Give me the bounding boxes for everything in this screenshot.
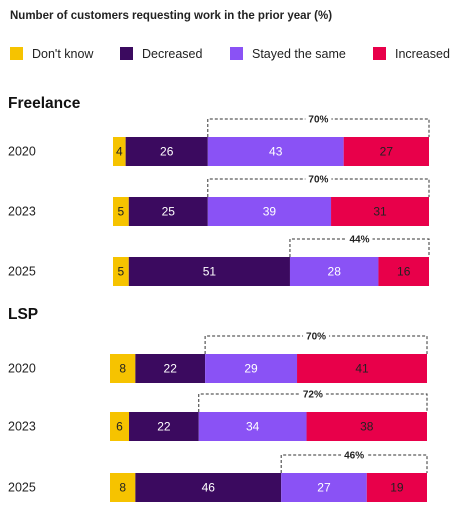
- value-label: 26: [160, 145, 174, 159]
- legend-swatch: [373, 47, 386, 60]
- value-label: 5: [118, 205, 125, 219]
- bar-row-2025: 2025 8 46 27 19 46%: [8, 448, 428, 502]
- legend-swatch: [10, 47, 23, 60]
- value-label: 29: [244, 362, 258, 376]
- value-label: 16: [397, 265, 411, 279]
- bar-row-2020: 2020 8 22 29 41 70%: [8, 329, 428, 383]
- bar-segment-don-t-know: [113, 197, 129, 226]
- bracket-label: 44%: [349, 235, 369, 246]
- year-label: 2020: [8, 362, 36, 376]
- bar-segment-decreased: [135, 354, 206, 383]
- legend-item-increased: Increased: [373, 47, 450, 61]
- legend-label: Stayed the same: [252, 47, 346, 61]
- year-label: 2023: [8, 205, 36, 219]
- bar-segment-increased: [297, 354, 427, 383]
- bar-segment-decreased: [129, 412, 199, 441]
- bracket-label: 70%: [308, 175, 328, 186]
- bar-segment-decreased: [135, 473, 282, 502]
- legend-label: Decreased: [142, 47, 202, 61]
- bar-segment-stayed-the-same: [205, 354, 298, 383]
- value-label: 5: [118, 265, 125, 279]
- bracket-label: 46%: [344, 451, 364, 462]
- bar-row-2023: 2023 5 25 39 31 70%: [8, 172, 430, 226]
- value-label: 22: [164, 362, 178, 376]
- bar-segment-increased: [378, 257, 429, 286]
- year-label: 2025: [8, 481, 36, 495]
- value-label: 27: [380, 145, 394, 159]
- bracket-label-bg: [303, 329, 330, 342]
- value-label: 31: [373, 205, 387, 219]
- year-label: 2025: [8, 265, 36, 279]
- year-label: 2023: [8, 420, 36, 434]
- bracket-label: 70%: [306, 332, 326, 343]
- legend: Don't know Decreased Stayed the same Increa…: [10, 47, 450, 61]
- bar-segment-stayed-the-same: [198, 412, 307, 441]
- value-label: 43: [269, 145, 283, 159]
- bracket-label: 72%: [303, 390, 323, 401]
- bar-segment-stayed-the-same: [289, 257, 379, 286]
- group-title: Freelance: [8, 95, 81, 112]
- bar-segment-increased: [366, 473, 427, 502]
- bracket-label-bg: [299, 387, 326, 400]
- value-label: 41: [355, 362, 369, 376]
- year-label: 2020: [8, 145, 36, 159]
- group-title: LSP: [8, 306, 38, 323]
- bar-row-2023: 2023 6 22 34 38 72%: [8, 387, 428, 441]
- value-label: 8: [119, 481, 126, 495]
- value-label: 8: [119, 362, 126, 376]
- value-label: 22: [157, 420, 171, 434]
- value-label: 6: [116, 420, 123, 434]
- value-label: 19: [390, 481, 404, 495]
- bar-segment-don-t-know: [113, 257, 129, 286]
- bar-segment-decreased: [128, 197, 208, 226]
- bracket-label: 70%: [308, 115, 328, 126]
- value-label: 46: [202, 481, 216, 495]
- bar-row-2020: 2020 4 26 43 27 70%: [8, 112, 430, 166]
- bar-segment-increased: [343, 137, 429, 166]
- bar-segment-don-t-know: [110, 473, 136, 502]
- value-label: 27: [317, 481, 331, 495]
- bar-segment-stayed-the-same: [207, 137, 344, 166]
- bracket-label-bg: [341, 448, 368, 461]
- legend-label: Don't know: [32, 47, 94, 61]
- value-label: 28: [328, 265, 342, 279]
- chart-title: Number of customers requesting work in t…: [10, 10, 332, 22]
- legend-swatch: [120, 47, 133, 60]
- bracket-label-bg: [305, 112, 332, 125]
- legend-item-don-t-know: Don't know: [10, 47, 94, 61]
- bar-segment-don-t-know: [110, 412, 130, 441]
- value-label: 34: [246, 420, 260, 434]
- value-label: 25: [162, 205, 176, 219]
- bracket-label-bg: [346, 232, 373, 245]
- bar-row-2025: 2025 5 51 28 16 44%: [8, 232, 430, 286]
- bracket-label-bg: [305, 172, 332, 185]
- legend-item-stayed-the-same: Stayed the same: [230, 47, 346, 61]
- value-label: 39: [263, 205, 277, 219]
- bar-segment-increased: [331, 197, 429, 226]
- value-label: 4: [116, 145, 123, 159]
- bar-segment-decreased: [125, 137, 208, 166]
- bar-segment-increased: [306, 412, 427, 441]
- group-lsp: LSP 2020 8 22 29 41 70% 2023 6 22 34 38 72% 2025 8 46 27…: [8, 306, 428, 502]
- legend-label: Increased: [395, 47, 450, 61]
- bar-segment-stayed-the-same: [207, 197, 332, 226]
- legend-item-decreased: Decreased: [120, 47, 202, 61]
- bar-segment-don-t-know: [110, 354, 136, 383]
- bar-segment-stayed-the-same: [281, 473, 367, 502]
- legend-swatch: [230, 47, 243, 60]
- value-label: 38: [360, 420, 374, 434]
- bar-segment-decreased: [128, 257, 290, 286]
- value-label: 51: [203, 265, 217, 279]
- bar-segment-don-t-know: [113, 137, 126, 166]
